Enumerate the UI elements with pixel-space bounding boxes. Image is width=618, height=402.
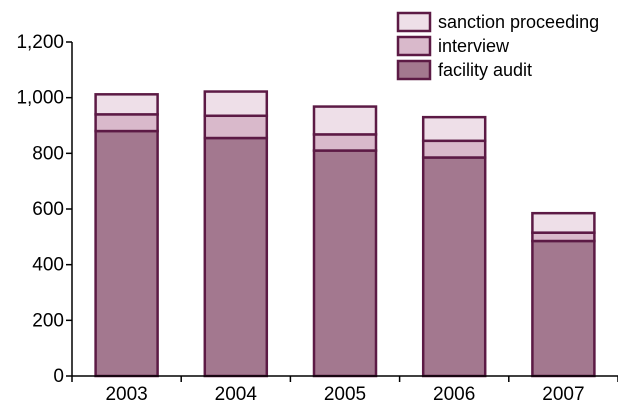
x-tick-label: 2005 bbox=[324, 384, 366, 402]
y-tick-label: 400 bbox=[32, 255, 64, 276]
bar-facility-audit-2007 bbox=[531, 239, 596, 378]
y-tick-label: 200 bbox=[32, 310, 64, 331]
y-tick-label: 800 bbox=[32, 143, 64, 164]
legend-swatch-interview bbox=[396, 35, 432, 57]
bar-facility-audit-2004 bbox=[203, 136, 269, 378]
x-tick-label: 2006 bbox=[433, 384, 475, 402]
bar-interview-2007 bbox=[531, 231, 596, 243]
bar-sanction-proceeding-2003 bbox=[94, 93, 159, 116]
legend: sanction proceeding interview facility aud… bbox=[396, 11, 599, 81]
bars-layer bbox=[94, 90, 596, 378]
legend-swatch-sanction-proceeding bbox=[396, 11, 432, 33]
bar-interview-2004 bbox=[203, 114, 269, 140]
bar-interview-2006 bbox=[421, 139, 487, 159]
y-tick-label: 0 bbox=[53, 366, 64, 387]
y-tick-label: 1,000 bbox=[16, 88, 64, 109]
bar-facility-audit-2003 bbox=[94, 129, 159, 378]
bar-facility-audit-2005 bbox=[312, 149, 378, 378]
axes-layer: 0 200 400 600 800 1,000 1,200 2003 2004 2005 2006 2… bbox=[16, 32, 618, 402]
bar-sanction-proceeding-2007 bbox=[531, 211, 596, 234]
legend-swatch-facility-audit bbox=[396, 59, 432, 81]
bar-facility-audit-2006 bbox=[421, 156, 487, 378]
bar-interview-2005 bbox=[312, 133, 378, 152]
legend-label-interview: interview bbox=[438, 36, 510, 56]
y-tick-label: 600 bbox=[32, 199, 64, 220]
y-tick-label: 1,200 bbox=[16, 32, 64, 53]
bar-sanction-proceeding-2005 bbox=[312, 105, 378, 136]
legend-label-sanction-proceeding: sanction proceeding bbox=[438, 12, 599, 32]
bar-sanction-proceeding-2004 bbox=[203, 90, 269, 118]
x-tick-label: 2003 bbox=[105, 384, 147, 402]
bar-sanction-proceeding-2006 bbox=[421, 115, 487, 143]
bar-interview-2003 bbox=[94, 113, 159, 133]
legend-label-facility-audit: facility audit bbox=[438, 60, 532, 80]
x-tick-label: 2004 bbox=[215, 384, 258, 402]
x-tick-label: 2007 bbox=[542, 384, 584, 402]
